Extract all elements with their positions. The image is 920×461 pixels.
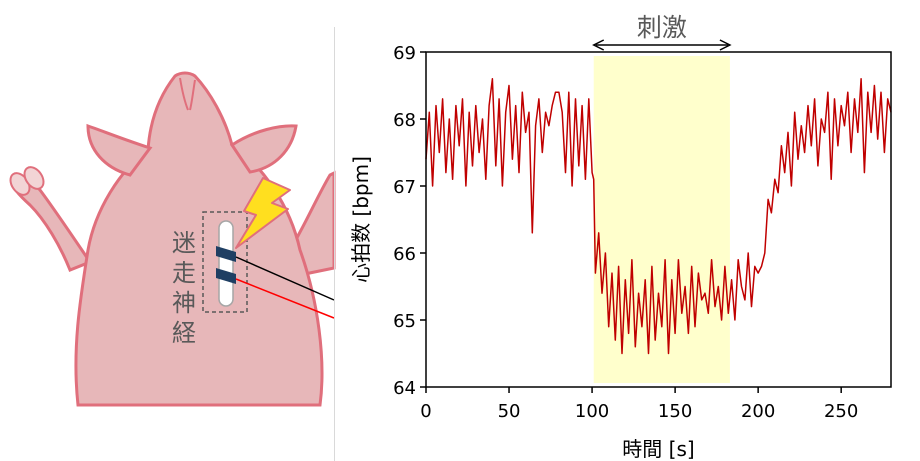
vagus-nerve-label-char: 経 [172, 319, 196, 347]
y-tick-label: 68 [393, 110, 416, 131]
pig-illustration [9, 71, 336, 407]
lightning-bolt-icon [235, 177, 291, 249]
x-tick-label: 50 [498, 401, 521, 422]
y-axis-label: 心拍数 [bpm] [349, 156, 373, 283]
vagus-nerve-label-char: 迷 [172, 229, 196, 257]
vagus-nerve-label-char: 走 [172, 259, 196, 287]
stimulus-band [593, 56, 730, 383]
stimulus-arrow-head-right [719, 39, 732, 51]
plot-frame [425, 51, 892, 388]
stimulus-label: 刺激 [637, 13, 687, 42]
x-tick-label: 150 [658, 401, 692, 422]
x-tick-label: 250 [824, 401, 858, 422]
pig-snout-lines [179, 77, 196, 111]
stimulus-arrow-head-left [592, 39, 605, 51]
vagus-nerve-label: 迷 走 神 経 [164, 228, 204, 348]
vagus-nerve-label-char: 神 [172, 289, 196, 317]
x-axis-label: 時間 [s] [622, 437, 694, 461]
stimulus-arrow [592, 39, 732, 51]
pig-right-ear [229, 124, 298, 174]
vagus-nerve [218, 220, 234, 307]
heart-rate-series [425, 78, 892, 355]
pig-left-ear [86, 123, 153, 177]
y-tick-label: 67 [393, 177, 416, 198]
y-tick-label: 65 [393, 311, 416, 332]
wire-black [235, 256, 335, 301]
heart-rate-chart: 刺激 64 65 66 67 68 69 0 50 100 150 200 250 時間 [s] 心… [349, 13, 892, 461]
electrode-upper [216, 246, 236, 262]
y-tick-label: 64 [393, 378, 416, 399]
y-axis-ticks: 64 65 66 67 68 69 [393, 43, 426, 399]
pig-hoof-right [23, 166, 45, 190]
y-tick-label: 66 [393, 244, 416, 265]
wire-red [235, 278, 335, 319]
x-tick-label: 0 [420, 401, 431, 422]
x-axis-ticks: 0 50 100 150 200 250 [420, 387, 858, 422]
y-tick-label: 69 [393, 43, 416, 64]
x-tick-label: 100 [575, 401, 609, 422]
electrode-lower [216, 268, 236, 284]
x-tick-label: 200 [741, 401, 775, 422]
panel-divider [334, 27, 335, 461]
